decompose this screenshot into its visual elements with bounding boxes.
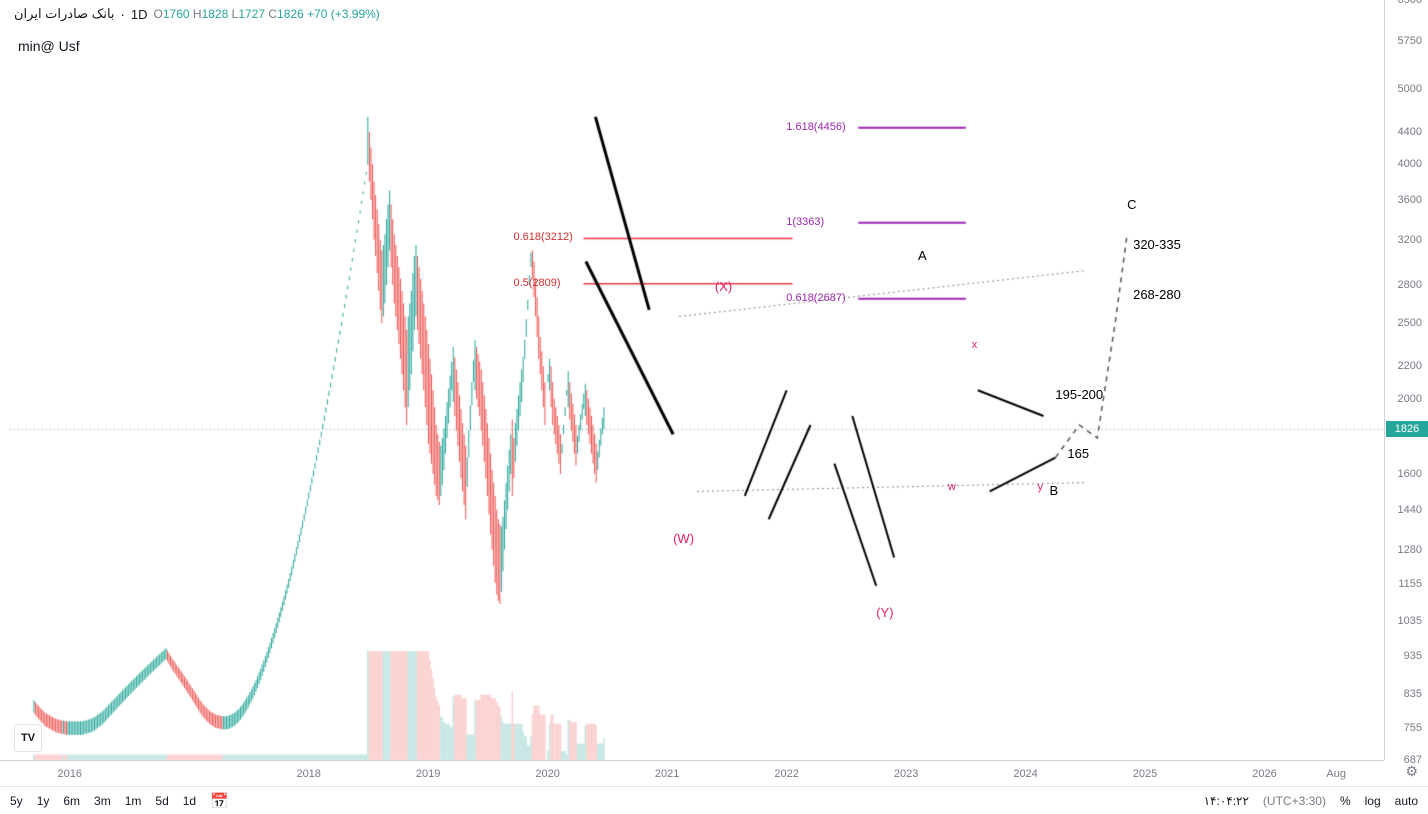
y-tick: 2000 bbox=[1398, 393, 1422, 405]
clock-display: ۱۴:۰۴:۲۲ bbox=[1204, 794, 1249, 808]
ohlc-open: 1760 bbox=[163, 7, 190, 21]
calendar-icon[interactable]: 📅 bbox=[210, 792, 229, 810]
ohlc-low: 1727 bbox=[238, 7, 265, 21]
x-tick: 2021 bbox=[655, 768, 679, 780]
chart-annotation: y bbox=[1038, 481, 1044, 493]
range-buttons: 5y 1y 6m 3m 1m 5d 1d 📅 bbox=[10, 792, 229, 810]
fib-label: 0.618(3212) bbox=[513, 231, 572, 243]
chart-annotation: w bbox=[948, 481, 956, 493]
x-tick: 2018 bbox=[296, 768, 320, 780]
range-button-1y[interactable]: 1y bbox=[37, 794, 50, 808]
ohlc-close: 1826 bbox=[277, 7, 304, 21]
chart-annotation: 268-280 bbox=[1133, 287, 1181, 302]
range-button-3m[interactable]: 3m bbox=[94, 794, 111, 808]
range-button-5d[interactable]: 5d bbox=[155, 794, 168, 808]
ohlc-high: 1828 bbox=[202, 7, 229, 21]
x-tick: 2025 bbox=[1133, 768, 1157, 780]
y-tick: 755 bbox=[1404, 722, 1422, 734]
fib-label: 1.618(4456) bbox=[786, 121, 845, 133]
chart-annotation: (W) bbox=[673, 531, 694, 546]
range-button-5y[interactable]: 5y bbox=[10, 794, 23, 808]
fib-label: 0.618(2687) bbox=[786, 292, 845, 304]
y-tick: 5000 bbox=[1398, 83, 1422, 95]
y-tick: 1280 bbox=[1398, 544, 1422, 556]
ohlc-change-pct: (+3.99%) bbox=[331, 7, 380, 21]
y-tick: 835 bbox=[1404, 688, 1422, 700]
y-tick: 5750 bbox=[1398, 35, 1422, 47]
x-tick: 2023 bbox=[894, 768, 918, 780]
x-tick: Aug bbox=[1326, 768, 1346, 780]
x-tick: 2016 bbox=[57, 768, 81, 780]
time-axis[interactable]: 2016 2018 2019 2020 2021 2022 2023 2024 2025 2026… bbox=[0, 760, 1384, 786]
price-chart-canvas[interactable] bbox=[0, 0, 1428, 814]
chart-annotation: A bbox=[918, 248, 927, 263]
interval-label[interactable]: 1D bbox=[131, 7, 148, 22]
x-tick: 2024 bbox=[1013, 768, 1037, 780]
chart-annotation: (X) bbox=[715, 279, 732, 294]
chart-annotation: 195-200 bbox=[1055, 387, 1103, 402]
auto-toggle[interactable]: auto bbox=[1395, 794, 1418, 808]
y-tick: 1600 bbox=[1398, 468, 1422, 480]
settings-gear-icon[interactable]: ⚙ bbox=[1405, 763, 1418, 780]
y-tick: 1440 bbox=[1398, 504, 1422, 516]
chart-annotation: x bbox=[972, 339, 978, 351]
y-tick: 3200 bbox=[1398, 234, 1422, 246]
chart-container: بانک صادرات ایران · 1D O1760 H1828 L1727… bbox=[0, 0, 1428, 814]
y-tick: 4000 bbox=[1398, 158, 1422, 170]
ohlc-change: +70 bbox=[307, 7, 327, 21]
bottom-toolbar: 5y 1y 6m 3m 1m 5d 1d 📅 ۱۴:۰۴:۲۲ (UTC+3:30) % lo… bbox=[0, 786, 1428, 814]
y-tick: 1155 bbox=[1398, 578, 1422, 590]
percent-toggle[interactable]: % bbox=[1340, 794, 1351, 808]
y-tick: 3600 bbox=[1398, 194, 1422, 206]
range-button-1d[interactable]: 1d bbox=[183, 794, 196, 808]
chart-annotation: (Y) bbox=[876, 605, 893, 620]
chart-annotation: C bbox=[1127, 197, 1136, 212]
y-tick: 6500 bbox=[1398, 0, 1422, 6]
chart-annotation: B bbox=[1049, 483, 1058, 498]
range-button-1m[interactable]: 1m bbox=[125, 794, 142, 808]
y-tick: 2200 bbox=[1398, 360, 1422, 372]
right-controls: ۱۴:۰۴:۲۲ (UTC+3:30) % log auto bbox=[1204, 794, 1418, 808]
timezone-label[interactable]: (UTC+3:30) bbox=[1263, 794, 1326, 808]
x-tick: 2019 bbox=[416, 768, 440, 780]
y-tick: 2500 bbox=[1398, 317, 1422, 329]
chart-annotation: 165 bbox=[1067, 446, 1089, 461]
symbol-name[interactable]: بانک صادرات ایران bbox=[14, 6, 115, 22]
current-price-tag: 1826 bbox=[1386, 421, 1428, 437]
price-axis[interactable]: 6500 5750 5000 4400 4000 3600 3200 2800 2500 2200… bbox=[1384, 0, 1428, 760]
tradingview-logo[interactable]: TV bbox=[14, 724, 42, 752]
fib-label: 1(3363) bbox=[786, 216, 824, 228]
y-tick: 4400 bbox=[1398, 126, 1422, 138]
author-watermark: min@ Usf bbox=[18, 38, 80, 54]
y-tick: 1035 bbox=[1398, 615, 1422, 627]
chart-annotation: 320-335 bbox=[1133, 237, 1181, 252]
chart-header: بانک صادرات ایران · 1D O1760 H1828 L1727… bbox=[14, 6, 380, 22]
x-tick: 2022 bbox=[774, 768, 798, 780]
y-tick: 935 bbox=[1404, 650, 1422, 662]
y-tick: 2800 bbox=[1398, 279, 1422, 291]
x-tick: 2020 bbox=[535, 768, 559, 780]
x-tick: 2026 bbox=[1252, 768, 1276, 780]
log-toggle[interactable]: log bbox=[1365, 794, 1381, 808]
fib-label: 0.5(2809) bbox=[513, 277, 560, 289]
range-button-6m[interactable]: 6m bbox=[63, 794, 80, 808]
ohlc-readout: O1760 H1828 L1727 C1826 +70 (+3.99%) bbox=[154, 7, 380, 21]
